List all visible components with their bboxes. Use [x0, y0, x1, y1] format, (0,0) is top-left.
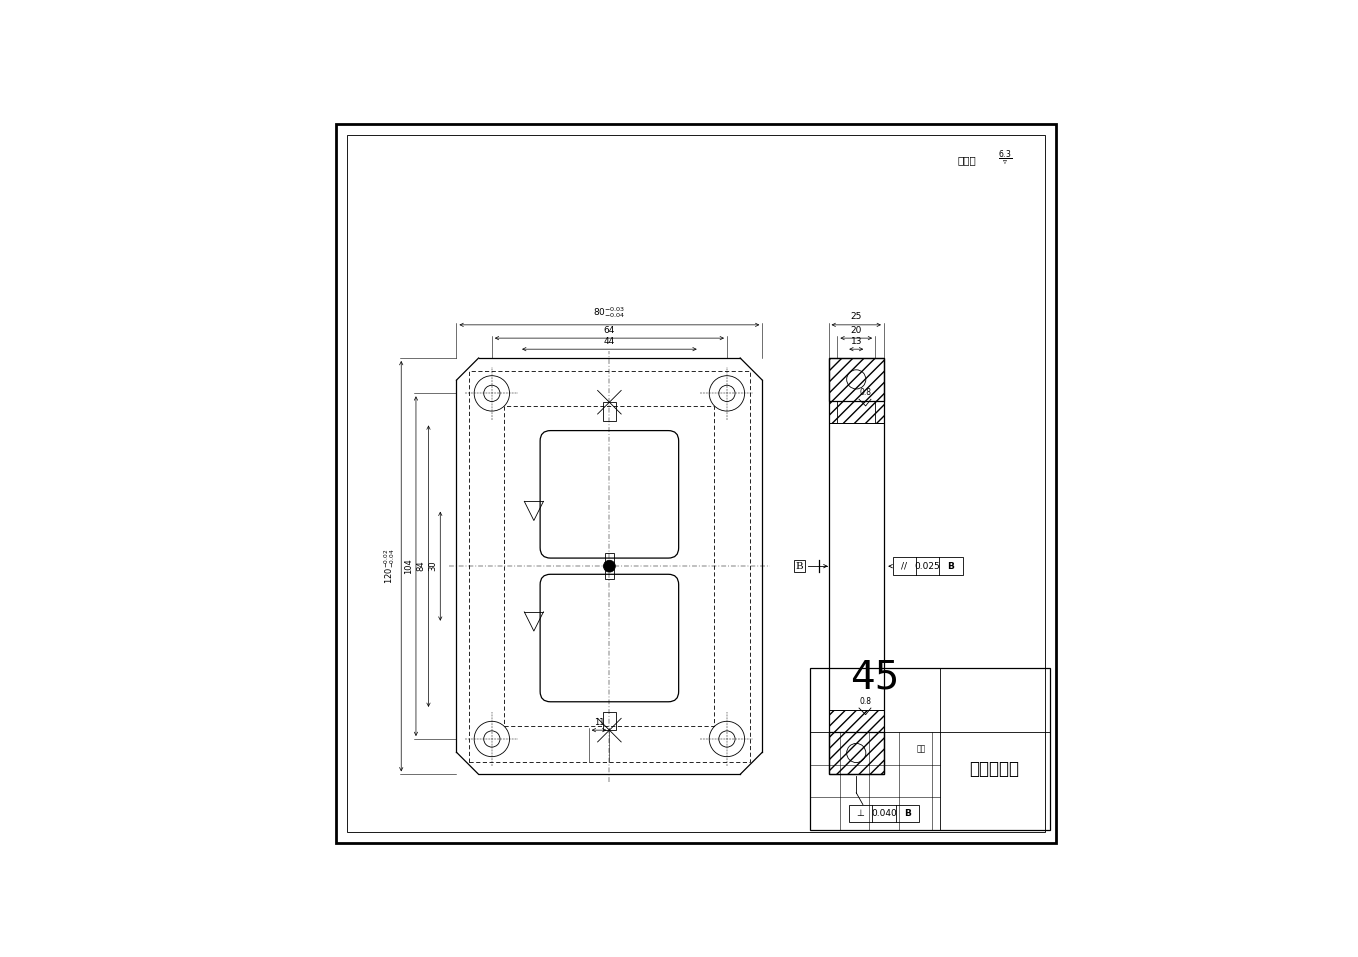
Bar — [828, 358, 884, 401]
Text: 0.8: 0.8 — [860, 697, 872, 706]
Bar — [469, 370, 750, 762]
Text: 104: 104 — [405, 558, 413, 574]
Text: 11: 11 — [593, 718, 604, 727]
Text: 0.8: 0.8 — [860, 389, 872, 397]
Text: 比例: 比例 — [917, 744, 926, 753]
Text: 型芯固定板: 型芯固定板 — [970, 760, 1020, 778]
Text: ⊥: ⊥ — [857, 809, 865, 818]
Bar — [504, 406, 714, 726]
Text: $80^{-0.03}_{-0.04}$: $80^{-0.03}_{-0.04}$ — [593, 305, 626, 321]
Circle shape — [603, 560, 615, 572]
Bar — [604, 553, 614, 579]
Text: 45: 45 — [850, 658, 899, 697]
Text: 13: 13 — [850, 337, 862, 346]
Bar — [828, 709, 884, 731]
Bar — [603, 402, 617, 421]
Text: B: B — [796, 562, 803, 570]
Bar — [849, 805, 919, 822]
Text: 0.040: 0.040 — [870, 809, 896, 818]
Text: B: B — [948, 562, 955, 570]
Bar — [828, 401, 884, 423]
Text: $\frac{6.3}{\triangledown}$: $\frac{6.3}{\triangledown}$ — [998, 149, 1013, 169]
Text: 0.025: 0.025 — [915, 562, 941, 570]
Text: 84: 84 — [417, 561, 425, 571]
Text: 20: 20 — [850, 326, 862, 335]
Text: //: // — [902, 562, 907, 570]
Bar — [811, 668, 1050, 830]
Text: 44: 44 — [604, 337, 615, 346]
Bar — [828, 731, 884, 774]
Text: 64: 64 — [604, 326, 615, 335]
Text: 25: 25 — [850, 312, 862, 322]
Bar — [828, 358, 884, 774]
Text: B: B — [904, 809, 911, 818]
Text: 30: 30 — [428, 561, 437, 571]
Bar — [603, 712, 617, 730]
Text: 其余：: 其余： — [957, 156, 976, 166]
Text: $120^{-0.02}_{-0.04}$: $120^{-0.02}_{-0.04}$ — [382, 548, 397, 584]
Bar — [892, 557, 963, 575]
